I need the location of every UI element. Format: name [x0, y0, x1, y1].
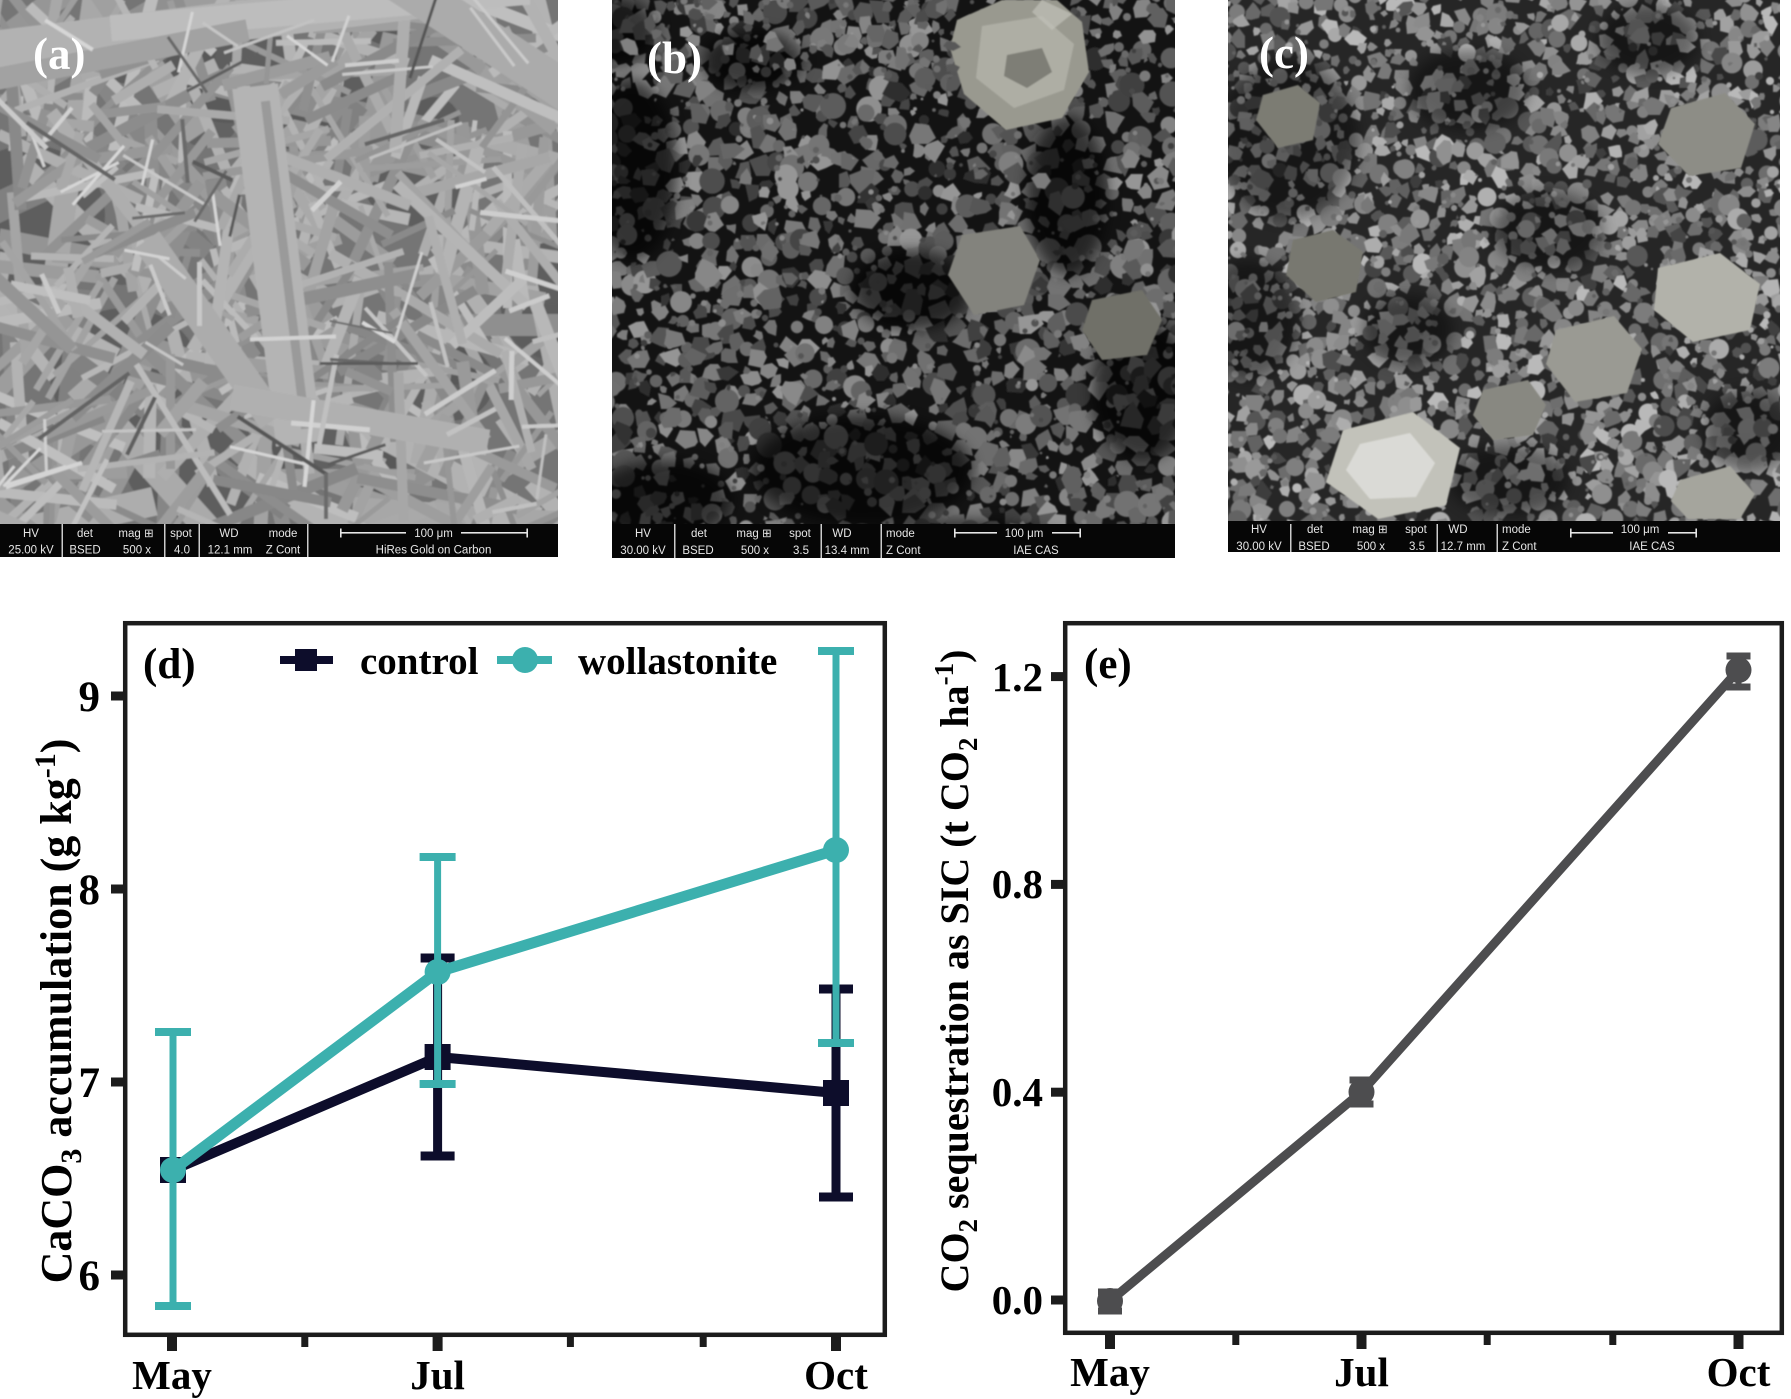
svg-text:(e): (e)	[1084, 641, 1132, 688]
svg-text:Oct: Oct	[1707, 1349, 1771, 1395]
svg-text:9: 9	[79, 674, 101, 721]
svg-text:IAE CAS: IAE CAS	[1629, 541, 1675, 552]
svg-text:control: control	[360, 640, 479, 683]
svg-text:spot: spot	[170, 528, 193, 540]
svg-text:HV: HV	[635, 528, 651, 540]
svg-text:det: det	[77, 528, 94, 540]
svg-text:Z Cont: Z Cont	[1502, 541, 1537, 552]
svg-text:(b): (b)	[647, 33, 702, 83]
svg-text:May: May	[132, 1352, 212, 1398]
svg-text:500 x: 500 x	[1357, 541, 1385, 552]
svg-text:0.4: 0.4	[992, 1069, 1043, 1115]
svg-text:BSED: BSED	[69, 545, 100, 557]
svg-text:mag ⊞: mag ⊞	[118, 528, 153, 540]
svg-text:WD: WD	[1448, 524, 1467, 536]
svg-text:4.0: 4.0	[174, 545, 190, 557]
svg-text:spot: spot	[789, 528, 812, 540]
svg-text:6: 6	[79, 1253, 101, 1300]
svg-text:CO2 sequestration as SIC (t CO: CO2 sequestration as SIC (t CO2 ha-1)	[929, 650, 983, 1293]
svg-text:500 x: 500 x	[123, 545, 151, 557]
svg-text:13.4 mm: 13.4 mm	[825, 545, 870, 557]
svg-text:WD: WD	[832, 528, 851, 540]
svg-text:25.00 kV: 25.00 kV	[8, 545, 54, 557]
svg-text:WD: WD	[219, 528, 238, 540]
svg-text:BSED: BSED	[1298, 541, 1329, 552]
svg-text:3.5: 3.5	[1409, 541, 1425, 552]
svg-text:HV: HV	[23, 528, 39, 540]
svg-text:Z Cont: Z Cont	[886, 545, 921, 557]
svg-text:7: 7	[79, 1060, 101, 1107]
svg-text:mode: mode	[269, 528, 298, 540]
svg-text:wollastonite: wollastonite	[578, 640, 777, 683]
svg-text:3.5: 3.5	[793, 545, 809, 557]
svg-text:(c): (c)	[1259, 28, 1309, 78]
svg-text:8: 8	[79, 867, 101, 914]
svg-text:12.1 mm: 12.1 mm	[208, 545, 253, 557]
svg-text:CaCO3 accumulation (g kg-1): CaCO3 accumulation (g kg-1)	[29, 739, 88, 1284]
svg-text:det: det	[691, 528, 708, 540]
svg-text:100 μm: 100 μm	[1621, 524, 1660, 536]
svg-text:Z Cont: Z Cont	[266, 545, 301, 557]
svg-text:1.2: 1.2	[992, 654, 1043, 700]
svg-text:mode: mode	[886, 528, 915, 540]
svg-text:mag ⊞: mag ⊞	[736, 528, 771, 540]
svg-text:HiRes Gold on Carbon: HiRes Gold on Carbon	[376, 545, 492, 557]
svg-text:mag ⊞: mag ⊞	[1352, 524, 1387, 536]
svg-text:30.00 kV: 30.00 kV	[1236, 541, 1282, 552]
svg-text:100 μm: 100 μm	[414, 528, 453, 540]
svg-text:12.7 mm: 12.7 mm	[1441, 541, 1486, 552]
svg-text:BSED: BSED	[682, 545, 713, 557]
svg-text:Oct: Oct	[804, 1352, 868, 1398]
svg-text:(d): (d)	[143, 641, 196, 688]
svg-text:HV: HV	[1251, 524, 1267, 536]
svg-text:(a): (a)	[33, 29, 85, 79]
svg-text:0.8: 0.8	[992, 861, 1043, 907]
svg-text:det: det	[1307, 524, 1324, 536]
svg-text:mode: mode	[1502, 524, 1531, 536]
svg-text:spot: spot	[1405, 524, 1428, 536]
svg-text:30.00 kV: 30.00 kV	[620, 545, 666, 557]
svg-text:IAE CAS: IAE CAS	[1013, 545, 1059, 557]
svg-text:0.0: 0.0	[992, 1277, 1043, 1323]
svg-text:May: May	[1070, 1349, 1150, 1395]
svg-text:500 x: 500 x	[741, 545, 769, 557]
svg-text:100 μm: 100 μm	[1005, 528, 1044, 540]
svg-text:Jul: Jul	[410, 1352, 465, 1398]
svg-text:Jul: Jul	[1334, 1349, 1389, 1395]
